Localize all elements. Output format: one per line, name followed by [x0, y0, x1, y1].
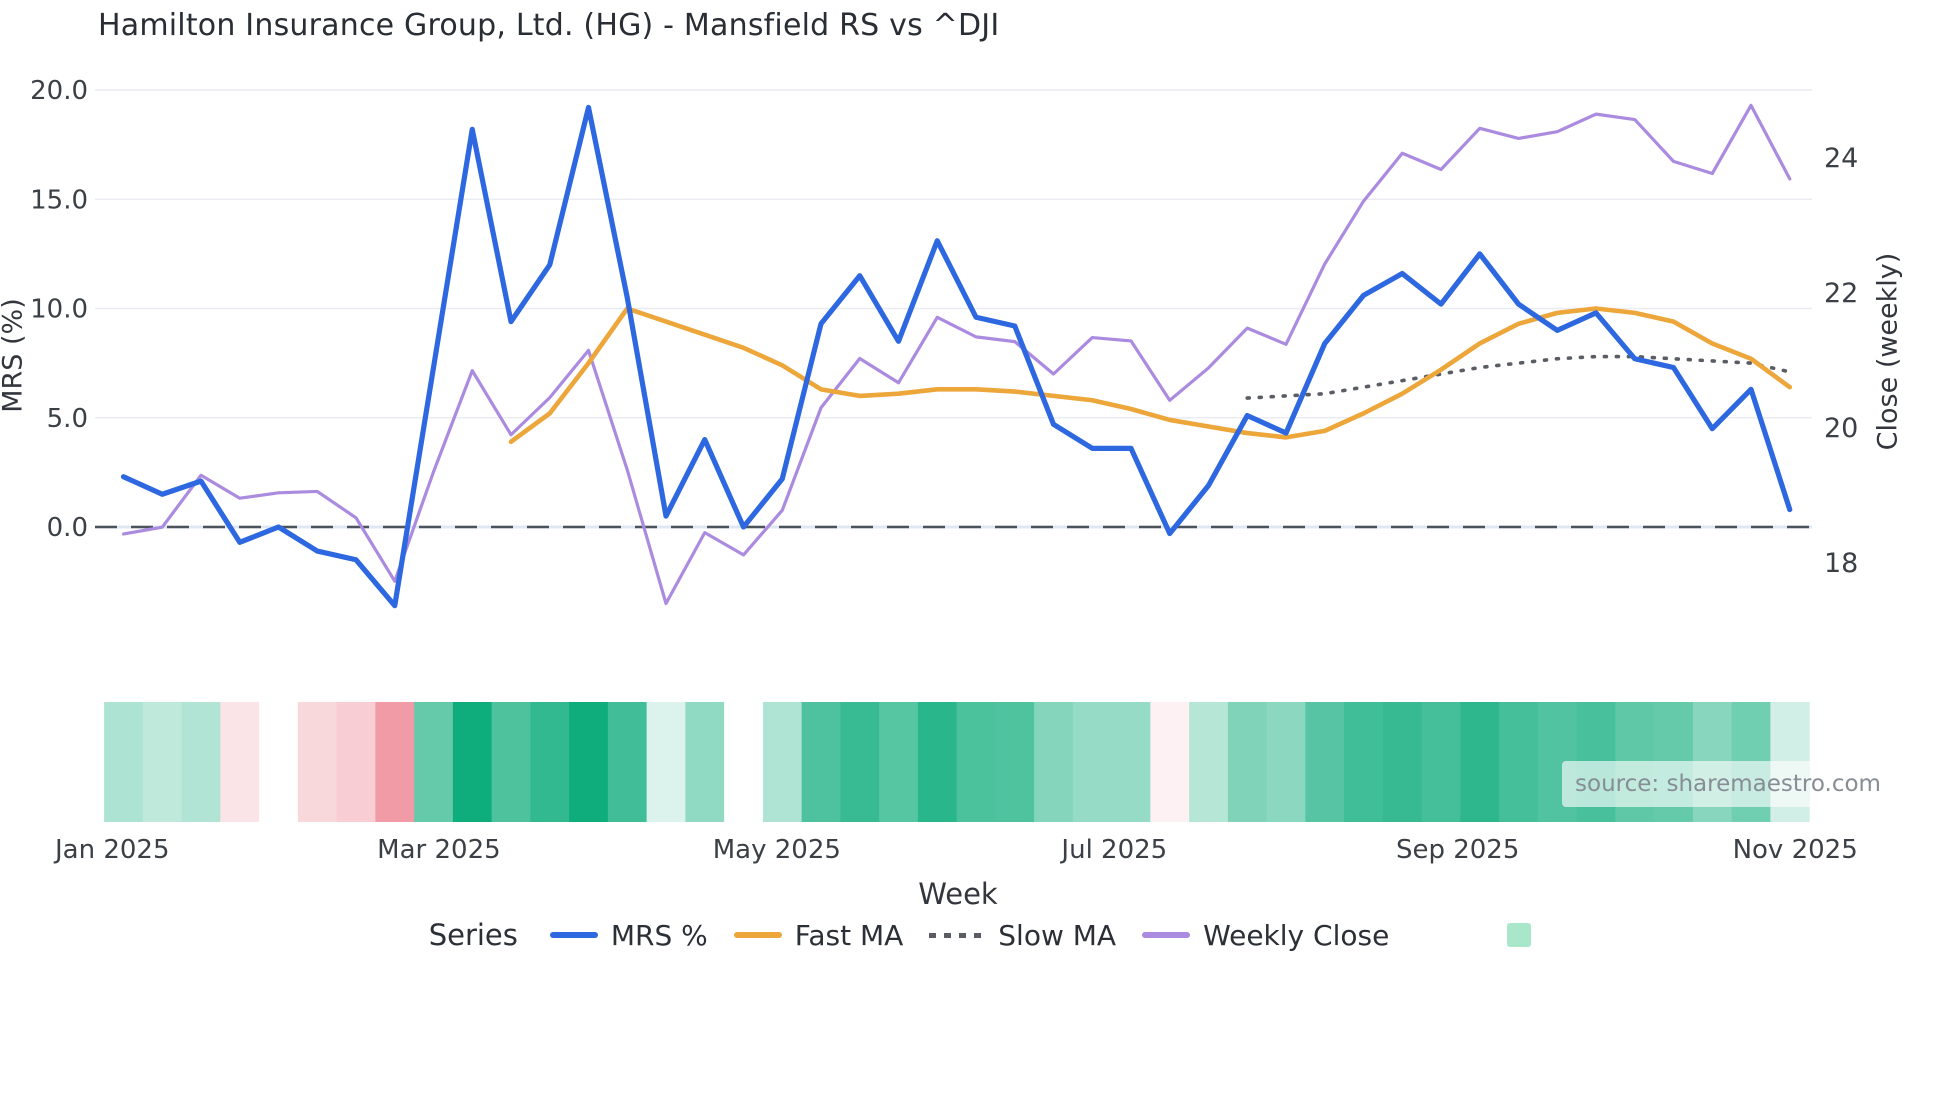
heatmap-cell	[724, 702, 764, 822]
heatmap-cell	[1111, 702, 1151, 822]
y-tick-label-right: 24	[1824, 143, 1858, 174]
fast-ma-line-icon	[733, 932, 782, 938]
source-note-box: source: sharemaestro.com	[1562, 761, 1894, 807]
heatmap-cell	[879, 702, 919, 822]
legend-label-weekly-close: Weekly Close	[1203, 918, 1390, 952]
heatmap-cell	[1344, 702, 1384, 822]
heatmap-cell	[1305, 702, 1345, 822]
heatmap-cell	[1227, 702, 1268, 822]
heatmap-cell	[1460, 702, 1500, 822]
legend-item-weekly-close: Weekly Close	[1142, 919, 1389, 952]
slow-ma-dotted-line-icon	[929, 932, 986, 938]
heatmap-cell	[491, 702, 531, 822]
heatmap-cell	[452, 702, 493, 822]
heatmap-cell	[801, 702, 841, 822]
legend-item-slow-ma: Slow MA	[929, 919, 1116, 952]
heatmap-cell	[336, 702, 376, 822]
heatmap-cell	[1072, 702, 1113, 822]
heatmap-cell	[1266, 702, 1306, 822]
heatmap-cell	[762, 702, 803, 822]
heatmap-cell	[1382, 702, 1423, 822]
weekly-close-line-icon	[1142, 932, 1191, 938]
y-tick-label-right: 22	[1824, 278, 1858, 309]
x-axis-title: Week	[918, 877, 998, 911]
heatmap-cell	[646, 702, 686, 822]
heatmap-cell	[1421, 702, 1461, 822]
x-tick-label: Jul 2025	[1059, 835, 1167, 865]
heatmap-cell	[569, 702, 609, 822]
series-line-slow-ma	[1245, 354, 1792, 400]
series-line-weekly-close	[121, 103, 1792, 606]
heatmap-cell	[142, 702, 183, 822]
x-tick-label: Nov 2025	[1733, 835, 1858, 865]
y-tick-label-left: 15.0	[30, 185, 88, 215]
heatmap-cell	[685, 702, 725, 822]
x-tick-label: May 2025	[713, 835, 841, 865]
mrs-line-icon	[549, 932, 598, 938]
x-tick-label: Mar 2025	[377, 835, 501, 865]
chart-title: Hamilton Insurance Group, Ltd. (HG) - Ma…	[98, 8, 1000, 43]
legend-label-slow-ma: Slow MA	[998, 918, 1117, 952]
heatmap-cell	[375, 702, 415, 822]
legend-item-mrs: MRS %	[549, 918, 708, 952]
series-line-mrs-	[120, 104, 1793, 609]
heatmap-cell	[840, 702, 880, 822]
legend-label-mrs: MRS %	[610, 918, 708, 952]
y-tick-label-right: 18	[1824, 548, 1858, 579]
legend-label-fast-ma: Fast MA	[794, 918, 904, 952]
heatmap-cell	[414, 702, 454, 822]
heatmap-cell	[917, 702, 958, 822]
x-tick-label: Sep 2025	[1396, 835, 1519, 865]
heatmap-cell	[297, 702, 338, 822]
series-line-fast-ma	[508, 306, 1793, 445]
y-axis-title-right: Close (weekly)	[1872, 252, 1904, 451]
source-note: source: sharemaestro.com	[1575, 771, 1881, 797]
heatmap-cell	[181, 702, 221, 822]
heatmap-cell	[1499, 702, 1539, 822]
heatmap-cell	[1150, 702, 1190, 822]
legend-title: Series	[428, 918, 518, 952]
heatmap-cell	[104, 702, 144, 822]
x-tick-label: Jan 2025	[53, 835, 170, 865]
y-tick-label-left: 5.0	[47, 404, 88, 434]
heatmap-cell	[956, 702, 996, 822]
heatmap-swatch-icon	[1507, 923, 1532, 947]
heatmap-cell	[995, 702, 1035, 822]
y-tick-label-left: 10.0	[30, 295, 88, 325]
y-tick-label-right: 20	[1824, 413, 1858, 444]
heatmap-cell	[530, 702, 570, 822]
y-tick-label-left: 0.0	[47, 513, 88, 543]
heatmap-cell	[607, 702, 648, 822]
heatmap-cell	[1034, 702, 1074, 822]
heatmap-cell	[1189, 702, 1229, 822]
heatmap-cell	[220, 702, 260, 822]
y-axis-title-left: MRS (%)	[0, 298, 29, 413]
y-tick-label-left: 20.0	[30, 76, 88, 106]
heatmap-cell	[259, 702, 299, 822]
legend: Series MRS % Fast MA Slow MA Weekly Clos…	[0, 918, 1960, 952]
legend-item-fast-ma: Fast MA	[733, 918, 904, 952]
